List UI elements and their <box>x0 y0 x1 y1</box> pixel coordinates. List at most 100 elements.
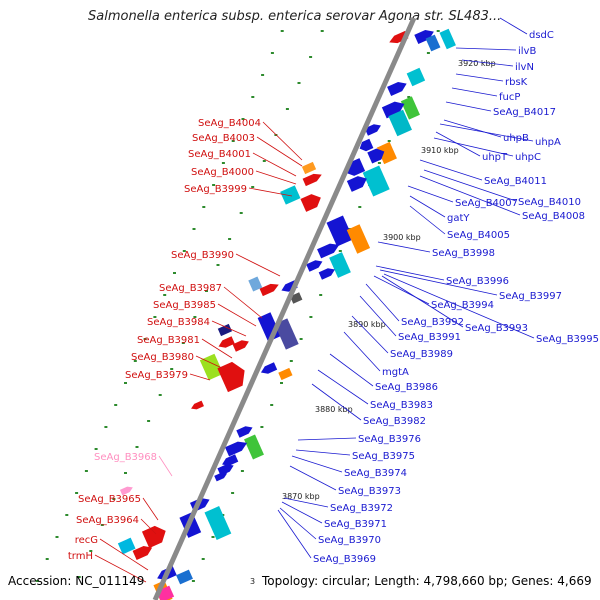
gene-block[interactable] <box>204 506 232 540</box>
gene-arrow[interactable] <box>367 146 386 164</box>
forward-gene-label[interactable]: uhpB <box>503 133 529 144</box>
forward-gene-label[interactable]: SeAg_B4008 <box>522 211 585 222</box>
forward-gene-label[interactable]: SeAg_B3972 <box>330 503 393 514</box>
reverse-gene-label[interactable]: SeAg_B3985 <box>153 300 216 311</box>
gene-arrow[interactable] <box>190 400 204 412</box>
reverse-gene-label[interactable]: SeAg_B4004 <box>198 118 261 129</box>
reverse-gene-label[interactable]: SeAg_B3984 <box>147 317 210 328</box>
reverse-gene-label[interactable]: SeAg_B3990 <box>171 250 234 261</box>
gene-block[interactable] <box>280 185 301 205</box>
forward-gene-label[interactable]: ilvN <box>515 62 534 73</box>
forward-gene-label[interactable]: uhpA <box>535 137 561 148</box>
forward-gene-label[interactable]: SeAg_B3975 <box>352 451 415 462</box>
gene-arrow[interactable] <box>381 98 407 119</box>
gene-arrow[interactable] <box>217 359 250 393</box>
forward-gene-label[interactable]: gatY <box>447 213 470 224</box>
forward-gene-label[interactable]: SeAg_B3976 <box>358 434 421 445</box>
forward-gene-label[interactable]: uhpC <box>515 152 541 163</box>
forward-gene-label[interactable]: SeAg_B3969 <box>313 554 376 565</box>
forward-gene-label[interactable]: uhpT <box>482 152 508 163</box>
forward-gene-label[interactable]: SeAg_B3996 <box>446 276 509 287</box>
reverse-gene-label[interactable]: SeAg_B3964 <box>76 515 139 526</box>
gene-arrow[interactable] <box>318 266 337 280</box>
gene-arrow[interactable] <box>259 281 281 297</box>
gene-arrow[interactable] <box>224 438 249 457</box>
gene-arrow[interactable] <box>220 454 239 468</box>
gene-block[interactable] <box>117 537 136 555</box>
gene-arrow[interactable] <box>259 362 278 376</box>
gene-block[interactable] <box>248 276 263 292</box>
gene-arrow[interactable] <box>214 471 228 482</box>
gene-arrow[interactable] <box>232 338 251 352</box>
forward-gene-label[interactable]: rbsK <box>505 77 528 88</box>
gene-block[interactable] <box>278 367 293 381</box>
forward-gene-label[interactable]: SeAg_B3982 <box>363 416 426 427</box>
reverse-gene-label[interactable]: SeAg_B3981 <box>137 335 200 346</box>
gene-arrow[interactable] <box>132 543 155 561</box>
gene-labels[interactable]: dsdC ilvB ilvN rbsK fucP SeAg_B4017 uhpB uhpA uh… <box>68 30 599 565</box>
gene-arrow[interactable] <box>141 523 169 549</box>
forward-gene-label[interactable]: mgtA <box>382 367 409 378</box>
gene-arrow[interactable] <box>364 122 383 136</box>
gene-arrow[interactable] <box>306 258 324 272</box>
gene-block[interactable] <box>362 165 390 197</box>
gene-block[interactable] <box>301 161 317 175</box>
reverse-gene-label[interactable]: SeAg_B4003 <box>192 133 255 144</box>
reverse-gene-label[interactable]: SeAg_B3965 <box>78 494 141 505</box>
gene-block[interactable] <box>346 224 371 254</box>
reverse-gene-label[interactable]: SeAg_B3987 <box>159 283 222 294</box>
gene-block[interactable] <box>244 434 264 460</box>
gene-block[interactable] <box>425 34 441 52</box>
reverse-gene-label[interactable]: SeAg_B3999 <box>184 184 247 195</box>
forward-gene-label[interactable]: fucP <box>499 92 520 103</box>
forward-gene-label[interactable]: SeAg_B3973 <box>338 486 401 497</box>
forward-gene-label[interactable]: SeAg_B3998 <box>432 248 495 259</box>
reverse-gene-label[interactable]: trmH <box>68 551 93 562</box>
reverse-gene-label[interactable]: SeAg_B3980 <box>131 352 194 363</box>
reverse-gene-label[interactable]: recG <box>75 535 98 546</box>
gene-block[interactable] <box>406 67 426 87</box>
reverse-gene-label[interactable]: SeAg_B3979 <box>125 370 188 381</box>
forward-gene-label[interactable]: SeAg_B3983 <box>370 400 433 411</box>
gene-block[interactable] <box>217 323 233 337</box>
gene-arrow[interactable] <box>119 485 134 496</box>
forward-gene-label[interactable]: SeAg_B3971 <box>324 519 387 530</box>
gene-block[interactable] <box>176 569 193 585</box>
forward-gene-label[interactable]: ilvB <box>518 46 536 57</box>
forward-gene-label[interactable]: SeAg_B3994 <box>431 300 494 311</box>
forward-gene-label[interactable]: SeAg_B3986 <box>375 382 438 393</box>
forward-gene-label[interactable]: SeAg_B4007 <box>455 198 518 209</box>
forward-gene-label[interactable]: SeAg_B3991 <box>398 332 461 343</box>
gene-arrow[interactable] <box>300 191 323 212</box>
reverse-gene-label[interactable]: SeAg_B4000 <box>191 167 254 178</box>
gene-arrow[interactable] <box>414 27 436 45</box>
gene-block[interactable] <box>326 215 354 247</box>
forward-gene-label[interactable]: SeAg_B3970 <box>318 535 381 546</box>
gene-block[interactable] <box>388 109 412 137</box>
forward-gene-label[interactable]: SeAg_B4005 <box>447 230 510 241</box>
gene-arrow[interactable] <box>302 171 324 187</box>
forward-gene-label[interactable]: SeAg_B3989 <box>390 349 453 360</box>
gene-arrow[interactable] <box>346 173 369 192</box>
reverse-gene-label[interactable]: SeAg_B3968 <box>94 452 157 463</box>
forward-gene-label[interactable]: dsdC <box>529 30 554 41</box>
gene-block[interactable] <box>274 318 299 350</box>
forward-gene-label[interactable]: SeAg_B4010 <box>518 197 581 208</box>
gene-arrow[interactable] <box>358 138 374 153</box>
forward-gene-label[interactable]: SeAg_B3974 <box>344 468 407 479</box>
gene-arrow[interactable] <box>236 424 254 438</box>
gene-arrow[interactable] <box>317 240 341 259</box>
forward-gene-label[interactable]: SeAg_B3995 <box>536 334 599 345</box>
gene-arrow[interactable] <box>217 336 235 350</box>
reverse-gene-label[interactable]: SeAg_B4001 <box>188 149 251 160</box>
forward-gene-label[interactable]: SeAg_B3997 <box>499 291 562 302</box>
gene-block[interactable] <box>329 252 351 278</box>
gene-arrow[interactable] <box>387 79 409 97</box>
forward-gene-label[interactable]: SeAg_B4017 <box>493 107 556 118</box>
gene-block[interactable] <box>439 28 456 50</box>
gene-block[interactable] <box>376 141 397 165</box>
forward-gene-label[interactable]: SeAg_B3993 <box>465 323 528 334</box>
forward-gene-label[interactable]: SeAg_B4011 <box>484 176 547 187</box>
gene-block[interactable] <box>400 96 420 120</box>
